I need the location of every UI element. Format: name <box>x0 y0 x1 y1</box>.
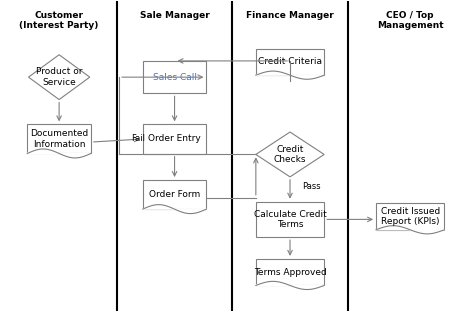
FancyBboxPatch shape <box>143 61 206 93</box>
Polygon shape <box>28 55 90 100</box>
Text: Calculate Credit
Terms: Calculate Credit Terms <box>254 210 327 229</box>
Text: Sale Manager: Sale Manager <box>140 11 210 20</box>
Text: Sales Call: Sales Call <box>153 73 197 82</box>
FancyBboxPatch shape <box>27 124 91 154</box>
FancyBboxPatch shape <box>143 124 206 154</box>
FancyBboxPatch shape <box>256 49 324 75</box>
Polygon shape <box>256 71 324 79</box>
Text: Finance Manager: Finance Manager <box>246 11 334 20</box>
Text: CEO / Top
Management: CEO / Top Management <box>377 11 444 30</box>
Polygon shape <box>27 149 91 158</box>
FancyBboxPatch shape <box>376 203 444 230</box>
FancyBboxPatch shape <box>143 180 206 209</box>
Polygon shape <box>376 226 444 234</box>
FancyBboxPatch shape <box>256 202 324 237</box>
Text: Credit Criteria: Credit Criteria <box>258 57 322 66</box>
Text: Product or
Service: Product or Service <box>36 67 82 87</box>
Text: Customer
(Interest Party): Customer (Interest Party) <box>19 11 99 30</box>
Text: Pass: Pass <box>302 182 320 191</box>
Text: Order Entry: Order Entry <box>148 134 201 144</box>
Polygon shape <box>256 281 324 290</box>
Text: Order Form: Order Form <box>149 190 200 199</box>
Polygon shape <box>143 205 206 214</box>
Text: Fail: Fail <box>131 134 145 143</box>
Text: Credit
Checks: Credit Checks <box>274 145 306 164</box>
Text: Credit Issued
Report (KPIs): Credit Issued Report (KPIs) <box>381 207 440 226</box>
FancyBboxPatch shape <box>256 259 324 285</box>
Polygon shape <box>256 132 324 177</box>
Text: Terms Approved: Terms Approved <box>254 268 327 277</box>
Text: Documented
Information: Documented Information <box>30 129 88 149</box>
